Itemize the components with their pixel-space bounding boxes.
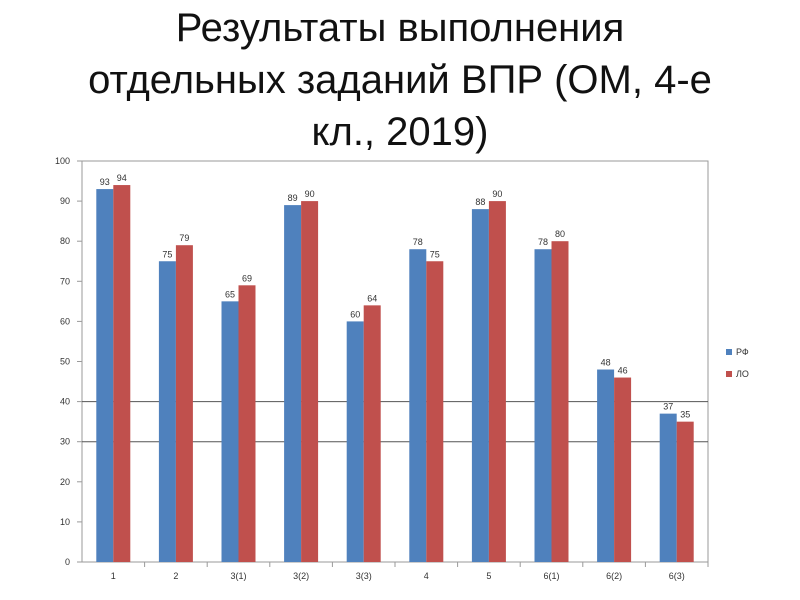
bar-rf [471, 209, 489, 562]
x-tick-label: 2 [173, 571, 178, 581]
data-label: 37 [663, 402, 673, 412]
bar-lo [113, 185, 131, 562]
y-tick-label: 90 [60, 196, 70, 206]
bar-rf [659, 413, 677, 562]
title-line-1: Результаты выполнения [175, 6, 625, 50]
data-label: 78 [413, 237, 423, 247]
x-tick-label: 6(3) [669, 571, 685, 581]
y-tick-label: 40 [60, 397, 70, 407]
bar-lo [238, 285, 256, 562]
x-tick-label: 4 [424, 571, 429, 581]
y-tick-label: 20 [60, 477, 70, 487]
y-tick-label: 10 [60, 517, 70, 527]
data-label: 94 [117, 173, 127, 183]
data-label: 60 [350, 309, 360, 319]
data-label: 64 [367, 293, 377, 303]
y-tick-label: 80 [60, 236, 70, 246]
bar-rf [534, 249, 552, 562]
legend-label: РФ [736, 347, 749, 357]
data-label: 35 [680, 410, 690, 420]
data-label: 79 [179, 233, 189, 243]
y-tick-label: 30 [60, 437, 70, 447]
bar-lo [175, 245, 193, 562]
x-tick-label: 6(1) [543, 571, 559, 581]
y-tick-label: 50 [60, 357, 70, 367]
title-line-2: отдельных заданий ВПР (ОМ, 4-е [88, 58, 712, 102]
page-title: Результаты выполнения отдельных заданий … [0, 2, 800, 158]
legend-swatch [726, 349, 732, 355]
bar-lo [551, 241, 569, 562]
bar-rf [346, 321, 364, 562]
bar-lo [614, 377, 632, 562]
bar-rf [96, 189, 114, 562]
data-label: 65 [225, 289, 235, 299]
data-label: 90 [492, 189, 502, 199]
bar-lo [426, 261, 444, 562]
data-label: 78 [538, 237, 548, 247]
bar-rf [284, 205, 302, 563]
x-tick-label: 5 [486, 571, 491, 581]
bar-rf [158, 261, 176, 562]
x-tick-label: 1 [111, 571, 116, 581]
bar-rf [221, 301, 239, 562]
x-tick-label: 3(2) [293, 571, 309, 581]
x-tick-label: 6(2) [606, 571, 622, 581]
y-tick-label: 0 [65, 557, 70, 567]
x-tick-label: 3(3) [356, 571, 372, 581]
data-label: 93 [100, 177, 110, 187]
title-line-3: кл., 2019) [311, 110, 489, 154]
data-label: 75 [162, 249, 172, 259]
data-label: 90 [305, 189, 315, 199]
y-tick-label: 70 [60, 276, 70, 286]
bar-lo [676, 421, 694, 562]
data-label: 89 [288, 193, 298, 203]
x-tick-label: 3(1) [230, 571, 246, 581]
y-tick-label: 100 [55, 156, 70, 166]
bar-lo [488, 201, 506, 562]
data-label: 75 [430, 249, 440, 259]
bar-rf [597, 369, 615, 562]
legend-swatch [726, 371, 732, 377]
data-label: 69 [242, 273, 252, 283]
bar-rf [409, 249, 427, 562]
y-tick-label: 60 [60, 316, 70, 326]
data-label: 88 [475, 197, 485, 207]
data-label: 48 [601, 358, 611, 368]
bar-lo [301, 201, 319, 562]
bar-lo [363, 305, 381, 562]
data-label: 46 [618, 366, 628, 376]
legend-label: ЛО [736, 369, 749, 379]
data-label: 80 [555, 229, 565, 239]
